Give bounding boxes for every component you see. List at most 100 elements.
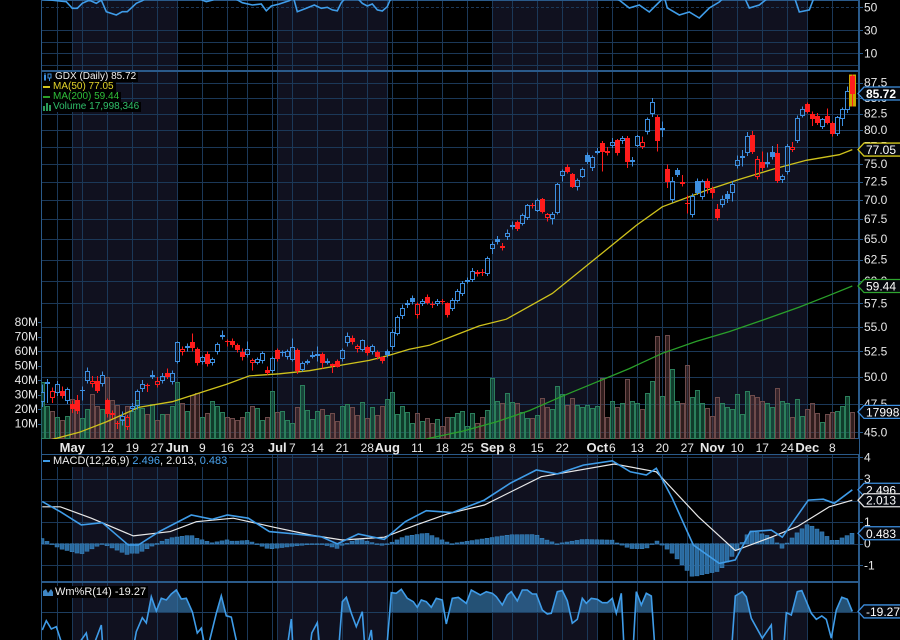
legend-row-volume: Volume 17,998,346	[42, 102, 142, 112]
macd-histogram-bar	[409, 534, 415, 544]
macd-histogram-bar	[374, 543, 380, 545]
badge-text: 2.013	[866, 494, 896, 508]
macd-histogram-bar	[714, 543, 720, 572]
candle	[595, 147, 600, 155]
volume-bar	[370, 407, 375, 439]
month-axis-label: Oct	[586, 440, 608, 455]
volume-bar	[825, 414, 830, 439]
macd-histogram-bar	[119, 543, 125, 553]
candle	[505, 229, 510, 240]
candle-body-hollow	[345, 336, 350, 343]
candle	[640, 136, 645, 150]
macd-histogram-bar	[779, 543, 785, 549]
candle	[465, 277, 470, 284]
macd-histogram-bar	[359, 539, 365, 544]
candle-body-filled	[830, 123, 835, 134]
candle-body-filled	[585, 155, 590, 162]
candle	[95, 375, 100, 393]
macd-histogram-bar	[499, 535, 505, 544]
volume-bar	[610, 401, 615, 439]
volume-bar	[90, 394, 95, 439]
candle	[50, 387, 55, 403]
candle-body-filled	[600, 143, 605, 152]
candle-body-hollow	[65, 389, 70, 401]
candle	[470, 268, 475, 282]
candle-body-hollow	[800, 109, 805, 116]
volume-bar	[250, 406, 255, 439]
candle-body-hollow	[580, 169, 585, 177]
candle-body-hollow	[835, 117, 840, 134]
month-band	[72, 454, 178, 582]
volume-bar	[645, 393, 650, 439]
candle	[430, 301, 435, 309]
candle	[65, 387, 70, 404]
volume-bar	[95, 406, 100, 439]
value-badge: 77.05	[857, 142, 900, 157]
macd-histogram-bar	[694, 543, 700, 577]
volume-bar	[295, 407, 300, 439]
macd-histogram-bar	[369, 542, 375, 544]
macd-histogram-bar	[289, 543, 295, 547]
candle-body-hollow	[55, 384, 60, 393]
candle-body-filled	[850, 76, 855, 94]
candle	[220, 330, 225, 340]
macd-histogram-bar	[244, 540, 250, 544]
candle	[380, 356, 385, 364]
candle	[240, 348, 245, 361]
value-badge: 85.72	[857, 86, 900, 101]
candle-body-hollow	[795, 118, 800, 141]
candle	[740, 149, 745, 167]
macd-axis-label: 4	[864, 450, 871, 464]
volume-bar	[820, 422, 825, 439]
candle-body-filled	[760, 162, 765, 168]
volume-bar	[45, 406, 50, 439]
candle	[350, 335, 355, 345]
volume-bar	[455, 413, 460, 439]
candle-body-filled	[715, 209, 720, 218]
candle	[785, 143, 790, 175]
candle-body-hollow	[250, 360, 255, 363]
macd-histogram-bar	[229, 540, 235, 544]
volume-bar	[695, 390, 700, 439]
volume-bar	[845, 396, 850, 439]
volume-bar	[60, 420, 65, 439]
day-axis-label: 16	[221, 441, 235, 455]
volume-bar	[505, 393, 510, 439]
candle-body-hollow	[500, 246, 505, 248]
day-axis-label: 9	[199, 441, 206, 455]
candle	[835, 116, 840, 136]
volume-bar	[700, 403, 705, 439]
volume-bar	[130, 411, 135, 439]
candle	[660, 121, 665, 138]
price-axis-label: 50.0	[864, 370, 888, 384]
volume-bar	[355, 415, 360, 439]
main-panel-grid	[41, 71, 859, 439]
candle	[290, 338, 295, 362]
volume-bar	[790, 417, 795, 439]
macd-histogram-bar	[689, 543, 695, 577]
legend-row-williams-r: Wm%R(14) -19.27	[42, 586, 149, 598]
day-axis-label: 13	[631, 441, 645, 455]
volume-bar	[145, 414, 150, 439]
macd-histogram-bar	[269, 543, 275, 549]
macd-histogram-bar	[804, 524, 810, 544]
candle	[365, 345, 370, 356]
legend-row-ma50: MA(50) 77.05	[42, 82, 116, 92]
macd-histogram-bar	[274, 543, 280, 549]
candle-body-hollow	[780, 176, 785, 180]
candle-body-filled	[725, 194, 730, 199]
price-axis-label: 62.5	[864, 253, 888, 267]
candle-body-hollow	[135, 391, 140, 406]
macd-histogram-bar	[639, 543, 645, 549]
candle	[215, 342, 220, 355]
month-axis-label: Nov	[700, 440, 725, 455]
macd-histogram-bar	[179, 536, 185, 544]
williams-r-area	[42, 589, 853, 613]
candle-body-filled	[430, 304, 435, 305]
volume-bar	[585, 405, 590, 439]
volume-axis-label: 50M	[15, 359, 38, 373]
candle-body-hollow	[680, 182, 685, 184]
candle	[360, 339, 365, 352]
candle	[665, 164, 670, 189]
volume-bar	[275, 412, 280, 439]
